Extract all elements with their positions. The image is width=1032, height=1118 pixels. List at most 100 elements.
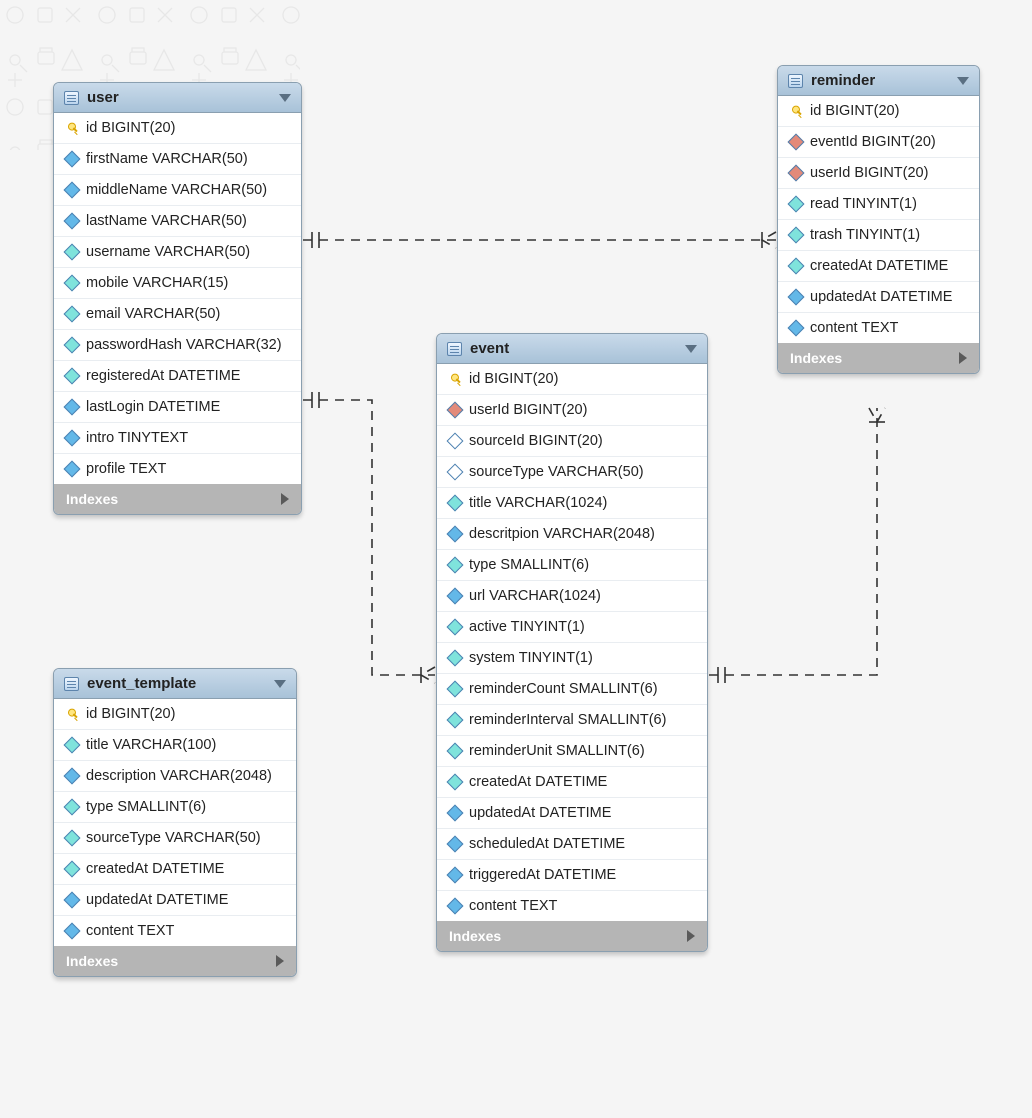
column[interactable]: middleName VARCHAR(50) [54, 175, 301, 206]
column[interactable]: updatedAt DATETIME [54, 885, 296, 916]
table-title: reminder [811, 72, 875, 89]
column[interactable]: sourceType VARCHAR(50) [437, 457, 707, 488]
column[interactable]: firstName VARCHAR(50) [54, 144, 301, 175]
column-icon [64, 399, 81, 416]
column[interactable]: id BIGINT(20) [778, 96, 979, 127]
column[interactable]: id BIGINT(20) [54, 699, 296, 730]
column-icon [447, 774, 464, 791]
table-title: event_template [87, 675, 196, 692]
table-header-event[interactable]: event [437, 334, 707, 364]
table-event[interactable]: event id BIGINT(20) userId BIGINT(20) so… [436, 333, 708, 952]
column[interactable]: eventId BIGINT(20) [778, 127, 979, 158]
column-icon [447, 557, 464, 574]
column[interactable]: intro TINYTEXT [54, 423, 301, 454]
indexes-section[interactable]: Indexes [778, 343, 979, 373]
indexes-section[interactable]: Indexes [54, 484, 301, 514]
key-icon [64, 706, 81, 723]
column[interactable]: userId BIGINT(20) [778, 158, 979, 189]
column[interactable]: registeredAt DATETIME [54, 361, 301, 392]
column[interactable]: title VARCHAR(1024) [437, 488, 707, 519]
column-icon [447, 433, 464, 450]
indexes-section[interactable]: Indexes [437, 921, 707, 951]
columns-user: id BIGINT(20) firstName VARCHAR(50) midd… [54, 113, 301, 484]
column[interactable]: read TINYINT(1) [778, 189, 979, 220]
column[interactable]: reminderCount SMALLINT(6) [437, 674, 707, 705]
column-icon [64, 306, 81, 323]
table-header-user[interactable]: user [54, 83, 301, 113]
column-icon [64, 151, 81, 168]
table-header-event-template[interactable]: event_template [54, 669, 296, 699]
table-icon [64, 677, 79, 691]
column[interactable]: username VARCHAR(50) [54, 237, 301, 268]
key-icon [788, 103, 805, 120]
column[interactable]: content TEXT [437, 891, 707, 921]
table-event-template[interactable]: event_template id BIGINT(20) title VARCH… [53, 668, 297, 977]
collapse-icon[interactable] [957, 77, 969, 85]
columns-event: id BIGINT(20) userId BIGINT(20) sourceId… [437, 364, 707, 921]
column[interactable]: reminderUnit SMALLINT(6) [437, 736, 707, 767]
column[interactable]: sourceId BIGINT(20) [437, 426, 707, 457]
column[interactable]: url VARCHAR(1024) [437, 581, 707, 612]
table-icon [64, 91, 79, 105]
column[interactable]: createdAt DATETIME [778, 251, 979, 282]
column-icon [788, 258, 805, 275]
column[interactable]: type SMALLINT(6) [437, 550, 707, 581]
collapse-icon[interactable] [685, 345, 697, 353]
column[interactable]: id BIGINT(20) [54, 113, 301, 144]
key-icon [64, 120, 81, 137]
column-icon [788, 289, 805, 306]
column-icon [447, 681, 464, 698]
column[interactable]: triggeredAt DATETIME [437, 860, 707, 891]
column[interactable]: profile TEXT [54, 454, 301, 484]
table-user[interactable]: user id BIGINT(20) firstName VARCHAR(50)… [53, 82, 302, 515]
column-icon [447, 650, 464, 667]
table-header-reminder[interactable]: reminder [778, 66, 979, 96]
fk-icon [447, 402, 464, 419]
column[interactable]: createdAt DATETIME [54, 854, 296, 885]
column-icon [447, 526, 464, 543]
table-title: user [87, 89, 119, 106]
column-icon [64, 430, 81, 447]
column-icon [64, 213, 81, 230]
columns-event-template: id BIGINT(20) title VARCHAR(100) descrip… [54, 699, 296, 946]
column-icon [64, 892, 81, 909]
column[interactable]: description VARCHAR(2048) [54, 761, 296, 792]
column[interactable]: content TEXT [54, 916, 296, 946]
column-icon [64, 182, 81, 199]
column[interactable]: userId BIGINT(20) [437, 395, 707, 426]
column-icon [64, 461, 81, 478]
column-icon [447, 898, 464, 915]
table-reminder[interactable]: reminder id BIGINT(20) eventId BIGINT(20… [777, 65, 980, 374]
collapse-icon[interactable] [279, 94, 291, 102]
column[interactable]: updatedAt DATETIME [778, 282, 979, 313]
column[interactable]: title VARCHAR(100) [54, 730, 296, 761]
column-icon [447, 867, 464, 884]
column-icon [447, 495, 464, 512]
column[interactable]: email VARCHAR(50) [54, 299, 301, 330]
column[interactable]: lastLogin DATETIME [54, 392, 301, 423]
table-icon [788, 74, 803, 88]
column[interactable]: system TINYINT(1) [437, 643, 707, 674]
expand-icon [276, 955, 284, 967]
column[interactable]: content TEXT [778, 313, 979, 343]
column-icon [64, 799, 81, 816]
column[interactable]: type SMALLINT(6) [54, 792, 296, 823]
column[interactable]: sourceType VARCHAR(50) [54, 823, 296, 854]
column[interactable]: id BIGINT(20) [437, 364, 707, 395]
table-title: event [470, 340, 509, 357]
column-icon [64, 368, 81, 385]
column[interactable]: updatedAt DATETIME [437, 798, 707, 829]
collapse-icon[interactable] [274, 680, 286, 688]
indexes-section[interactable]: Indexes [54, 946, 296, 976]
column[interactable]: active TINYINT(1) [437, 612, 707, 643]
column[interactable]: createdAt DATETIME [437, 767, 707, 798]
column[interactable]: passwordHash VARCHAR(32) [54, 330, 301, 361]
column[interactable]: scheduledAt DATETIME [437, 829, 707, 860]
column[interactable]: descritpion VARCHAR(2048) [437, 519, 707, 550]
column[interactable]: mobile VARCHAR(15) [54, 268, 301, 299]
column[interactable]: reminderInterval SMALLINT(6) [437, 705, 707, 736]
column[interactable]: trash TINYINT(1) [778, 220, 979, 251]
columns-reminder: id BIGINT(20) eventId BIGINT(20) userId … [778, 96, 979, 343]
column[interactable]: lastName VARCHAR(50) [54, 206, 301, 237]
column-icon [64, 275, 81, 292]
